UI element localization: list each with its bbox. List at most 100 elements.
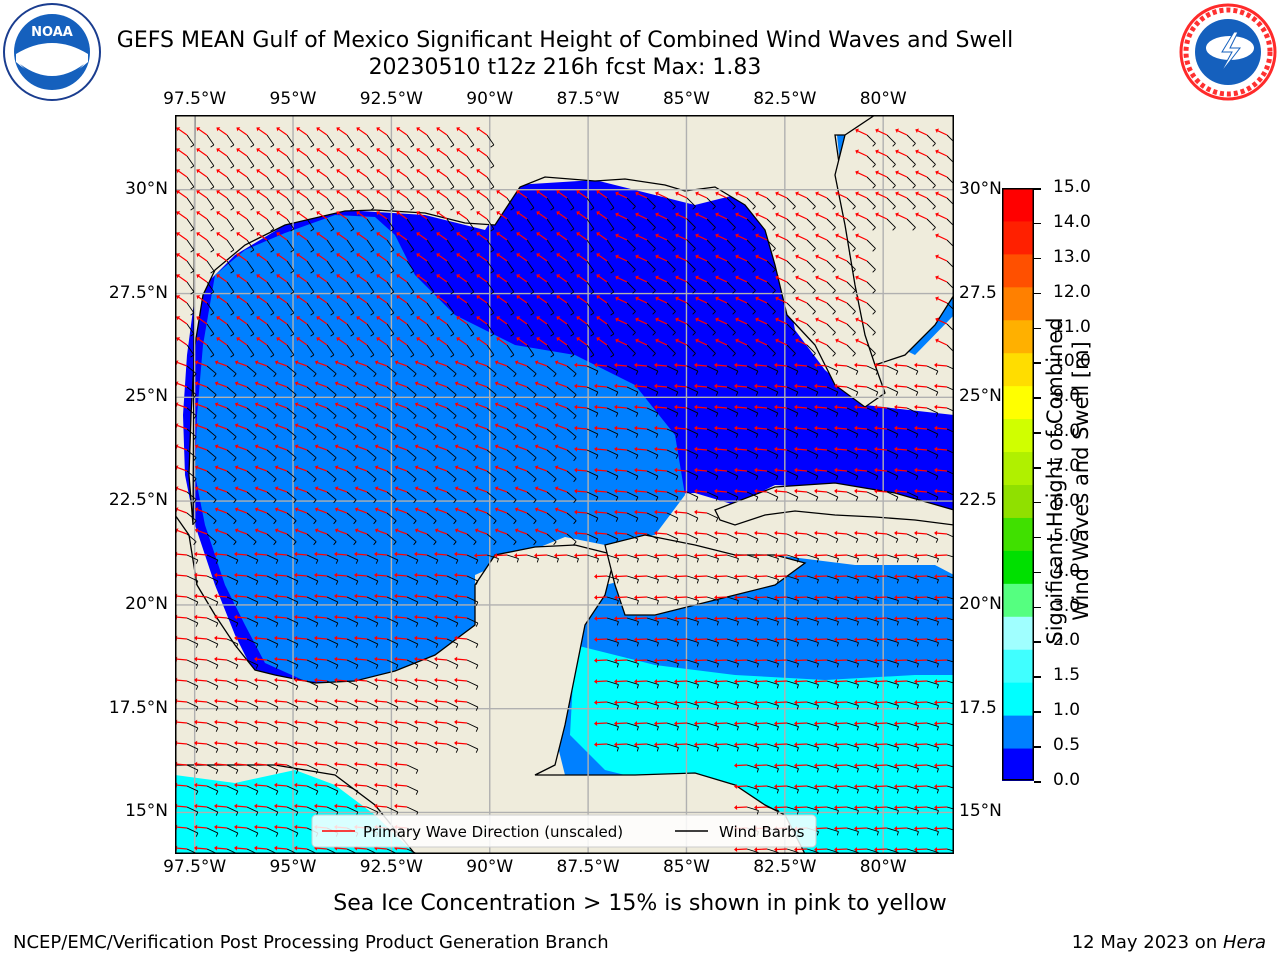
wind-barb (706, 239, 716, 249)
wave-arrow-head (176, 169, 181, 174)
wind-barb-feather (932, 164, 936, 168)
colorbar-tick-mark (1034, 188, 1041, 190)
wave-arrow-head (675, 317, 679, 323)
legend-barb-label: Wind Barbs (719, 823, 805, 841)
wind-barb-feather (632, 290, 636, 294)
wind-barb-feather (755, 475, 759, 480)
wind-barb (366, 470, 377, 480)
wave-arrow-head (694, 574, 698, 580)
wind-barb-feather (335, 790, 339, 795)
wave-arrow (796, 701, 808, 704)
wave-arrow-head (854, 574, 858, 580)
wave-arrow (276, 784, 288, 787)
wave-arrow-head (614, 425, 618, 431)
wind-barb-feather (470, 333, 475, 337)
wave-arrow (176, 700, 188, 703)
wave-arrow-head (354, 803, 358, 809)
wind-barb (926, 785, 939, 790)
wind-barb-feather (230, 144, 235, 148)
wave-arrow-head (755, 212, 759, 218)
wave-arrow (717, 256, 728, 262)
wind-barb-feather (373, 394, 377, 399)
wind-barb-feather (736, 663, 739, 668)
wind-barb (266, 407, 277, 417)
wind-barb (386, 575, 399, 582)
wind-barb-feather (835, 412, 839, 417)
wind-barb (286, 701, 299, 708)
wind-barb (806, 638, 819, 643)
wind-barb (506, 281, 515, 293)
wave-arrow-head (754, 658, 758, 664)
wave-arrow-head (354, 719, 358, 725)
wind-barb (266, 764, 279, 771)
wind-barb (566, 197, 575, 209)
wind-barb-feather (876, 684, 879, 689)
wind-barb-feather (695, 538, 699, 543)
wave-arrow-head (494, 360, 499, 365)
wind-barb-feather (475, 727, 479, 732)
wind-barb (466, 428, 477, 438)
wave-arrow (797, 256, 808, 262)
wave-arrow (716, 722, 728, 725)
wind-barb (486, 533, 497, 543)
wind-barb-feather (775, 475, 779, 480)
wave-arrow-head (654, 595, 658, 601)
wind-barb (866, 827, 879, 832)
wind-barb (366, 449, 377, 459)
wave-arrow-head (194, 444, 199, 449)
wave-arrow-head (336, 274, 341, 279)
wave-arrow-head (314, 614, 318, 620)
wind-barb (286, 260, 295, 272)
wave-arrow-head (496, 253, 501, 258)
wind-barb (426, 134, 435, 146)
wave-arrow (436, 616, 448, 619)
wind-barb-feather (415, 559, 419, 564)
wind-barb (226, 638, 239, 645)
wind-barb-feather (270, 249, 275, 253)
wave-arrow-head (334, 507, 339, 512)
wave-arrow (578, 338, 588, 346)
wave-arrow-head (654, 446, 658, 452)
wind-barb-feather (775, 412, 779, 417)
wave-arrow-head (634, 742, 638, 748)
wave-arrow (636, 490, 648, 493)
wave-arrow (418, 170, 428, 178)
wind-barb-feather (413, 499, 417, 504)
wind-barb (586, 260, 595, 272)
wind-barb-feather (735, 454, 739, 459)
wind-barb-feather (210, 249, 215, 253)
wave-arrow (676, 743, 688, 746)
wave-arrow (796, 722, 808, 725)
wind-barb (566, 386, 577, 396)
wave-arrow-head (454, 635, 458, 641)
wave-arrow (617, 235, 628, 241)
wind-barb-feather (250, 291, 255, 295)
wave-arrow (378, 170, 388, 178)
wave-arrow-head (874, 784, 878, 790)
wave-arrow-head (476, 148, 481, 153)
wave-arrow-head (214, 528, 219, 533)
wave-arrow-head (914, 826, 918, 832)
wave-arrow (736, 806, 748, 809)
wind-barb (906, 365, 919, 372)
wave-arrow (276, 847, 288, 850)
wave-arrow-head (874, 700, 878, 706)
wind-barb (386, 512, 397, 522)
wind-barb (386, 365, 397, 375)
wave-arrow-head (655, 296, 659, 302)
wind-barb (246, 680, 259, 687)
wind-barb (786, 575, 799, 580)
wave-arrow (776, 364, 788, 367)
wave-arrow-head (674, 509, 678, 515)
wind-barb (206, 260, 215, 272)
wave-arrow-head (934, 742, 938, 748)
wave-arrow-head (695, 212, 699, 218)
wind-barb-feather (430, 228, 435, 232)
wave-arrow-head (416, 337, 421, 342)
wave-arrow-head (834, 404, 838, 410)
wind-barb-feather (655, 433, 659, 438)
wave-arrow (538, 275, 548, 283)
wave-arrow-head (194, 465, 199, 470)
wave-arrow-head (895, 170, 899, 176)
wind-barb-feather (756, 810, 759, 815)
